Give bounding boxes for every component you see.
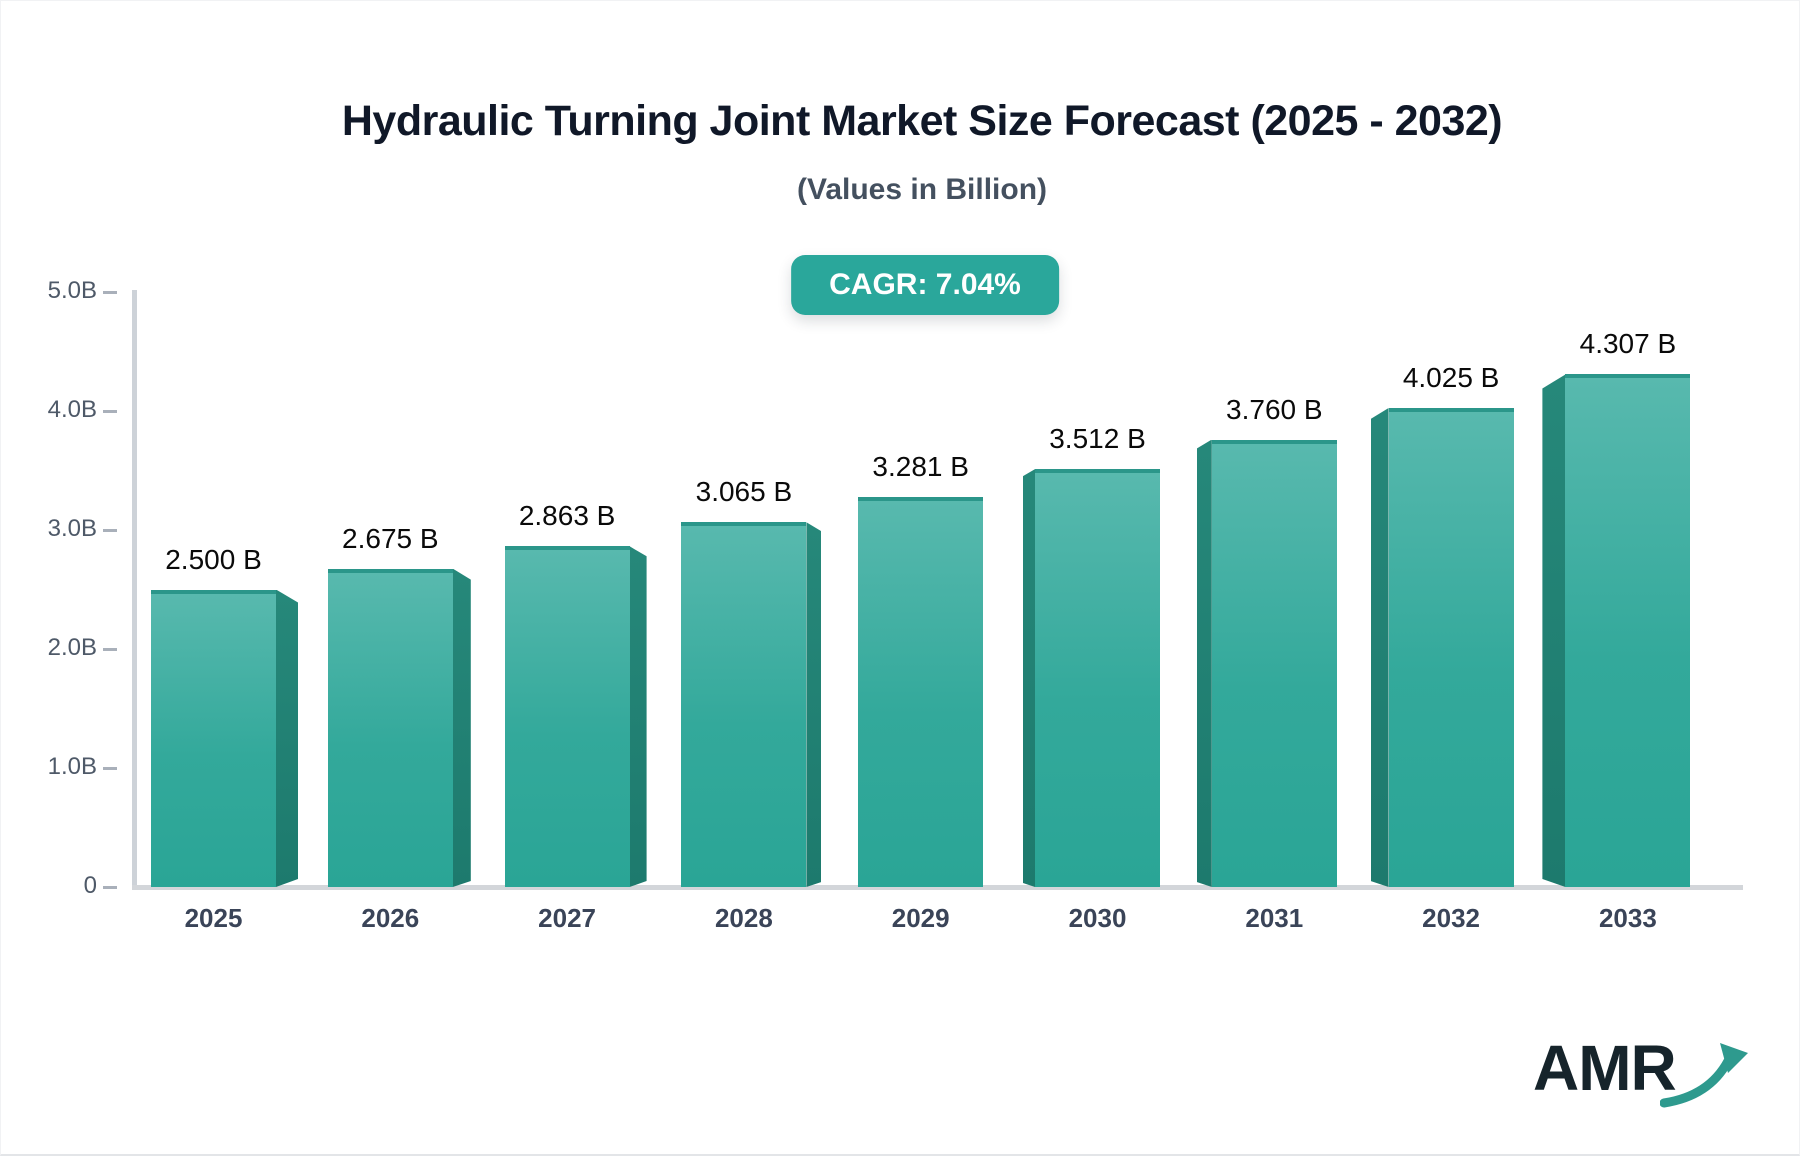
y-tick (103, 885, 117, 889)
chart-subtitle: (Values in Billion) (796, 173, 1048, 206)
bar-2025 (151, 589, 276, 887)
amr-logo-text: AMR (1533, 1032, 1677, 1104)
bar-2030 (1035, 469, 1160, 887)
bar-side-face (629, 546, 647, 887)
x-axis-line (132, 885, 1743, 890)
y-tick (103, 290, 117, 294)
bar-value-label: 3.760 B (1226, 393, 1323, 425)
bar-side-face (1370, 408, 1389, 887)
y-axis-line (132, 290, 137, 888)
bar-value-label: 4.307 B (1579, 328, 1677, 360)
y-tick (103, 766, 117, 770)
bar-2026 (327, 568, 453, 887)
bar-2028 (681, 522, 807, 887)
x-tick-label: 2027 (538, 903, 597, 933)
bar-value-label: 3.512 B (1049, 423, 1146, 455)
bar-2031 (1211, 439, 1337, 887)
chart-title: Hydraulic Turning Joint Market Size Fore… (341, 97, 1503, 145)
y-tick (103, 647, 117, 651)
bar-value-label: 2.500 B (165, 543, 262, 575)
cagr-badge: CAGR: 7.04% (791, 255, 1059, 315)
y-tick-label: 4.0B (47, 396, 97, 423)
x-tick-label: 2032 (1422, 903, 1481, 933)
y-tick-label: 2.0B (47, 634, 97, 661)
bar-2027 (504, 546, 630, 887)
x-tick-label: 2028 (714, 903, 773, 933)
x-tick-label: 2031 (1245, 903, 1304, 933)
bar-side-face (1196, 439, 1212, 887)
y-tick-label: 1.0B (47, 753, 97, 780)
y-tick (103, 409, 117, 413)
amr-logo: AMR (1533, 1035, 1750, 1109)
bar-2033 (1565, 374, 1691, 887)
bar-side-face (452, 568, 471, 887)
trending-up-arrow-icon (1659, 1043, 1748, 1108)
bar-value-label: 3.281 B (872, 450, 969, 482)
x-tick-label: 2029 (891, 903, 950, 933)
bar-value-label: 2.675 B (342, 522, 439, 554)
bar-value-label: 2.863 B (518, 500, 616, 532)
y-tick-label: 0 (83, 872, 97, 899)
x-tick-label: 2033 (1598, 903, 1657, 933)
bar-2029 (858, 496, 984, 887)
y-tick-label: 5.0B (47, 277, 97, 304)
bar-value-label: 3.065 B (695, 476, 793, 508)
y-tick (103, 528, 117, 532)
bar-2032 (1388, 408, 1514, 887)
y-tick-label: 3.0B (47, 515, 97, 542)
x-tick-label: 2030 (1068, 903, 1127, 933)
x-tick-label: 2026 (361, 903, 420, 933)
bar-side-face (1542, 374, 1566, 887)
bar-value-label: 4.025 B (1402, 362, 1500, 394)
bar-side-face (276, 589, 298, 887)
bar-side-face (1023, 469, 1035, 887)
bar-side-face (806, 522, 822, 887)
x-tick-label: 2025 (184, 903, 243, 933)
